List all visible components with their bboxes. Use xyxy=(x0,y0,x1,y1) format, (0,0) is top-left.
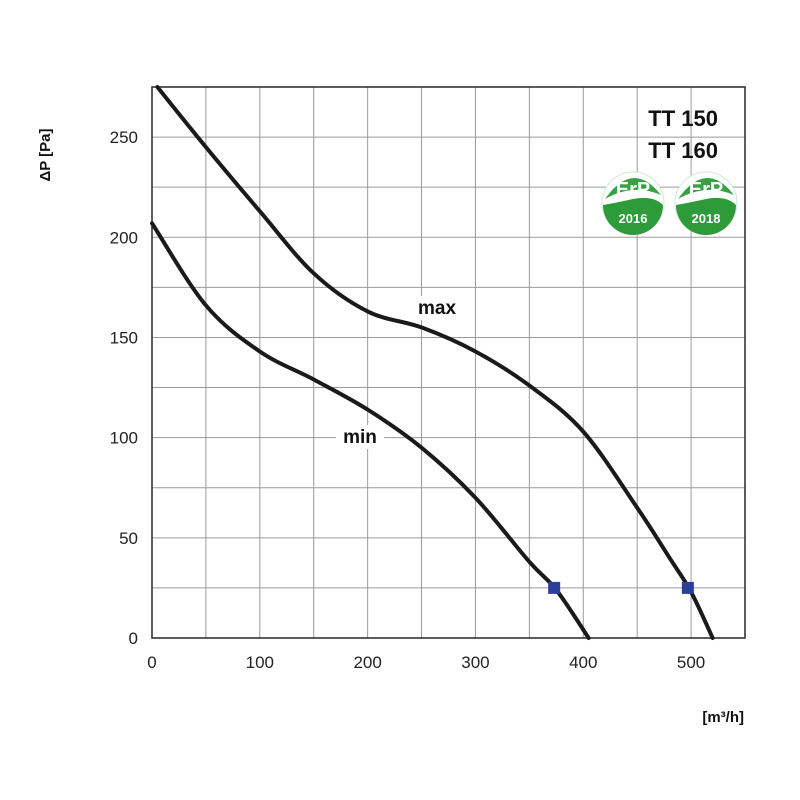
marker-max xyxy=(681,581,694,594)
badge-leaf xyxy=(603,197,663,235)
x-tick-label: 500 xyxy=(677,653,705,672)
x-tick-label: 0 xyxy=(147,653,156,672)
curve-labels: max min xyxy=(336,296,461,449)
erp-badges: ErP 2016 ErP 2018 xyxy=(601,171,738,235)
badge-erp-text: ErP xyxy=(616,179,650,201)
curve-label-min: min xyxy=(343,427,377,448)
x-tick-label: 100 xyxy=(246,653,274,672)
x-tick-label: 200 xyxy=(353,653,381,672)
curve-min xyxy=(150,221,591,640)
badge-year-text: 2016 xyxy=(619,211,648,226)
y-tick-label: 250 xyxy=(110,128,138,147)
y-tick-labels: 0 50 100 150 200 250 xyxy=(110,128,138,648)
curve-markers xyxy=(548,581,694,594)
x-tick-labels: 0 100 200 300 400 500 xyxy=(147,653,705,672)
badge-top xyxy=(678,177,734,199)
curve-label-max: max xyxy=(418,298,456,319)
erp-badge-2016: ErP 2016 xyxy=(601,171,665,235)
plot-area-border xyxy=(151,86,746,639)
y-tick-label: 200 xyxy=(110,228,138,247)
erp-badge-2018: ErP 2018 xyxy=(674,171,738,235)
curve-max xyxy=(155,85,715,640)
curve-label-background xyxy=(336,425,384,449)
y-tick-label: 150 xyxy=(110,328,138,347)
curve-label-background xyxy=(413,296,461,320)
x-axis-title: [m³/h] xyxy=(702,709,744,726)
y-axis-title: ΔP [Pa] xyxy=(37,128,54,181)
marker-min xyxy=(548,581,561,594)
model-label-tt160: TT 160 xyxy=(648,138,718,163)
grid-lines xyxy=(152,87,745,638)
curves xyxy=(150,85,715,640)
badge-year-text: 2018 xyxy=(692,211,721,226)
y-tick-label: 100 xyxy=(110,429,138,448)
y-tick-label: 50 xyxy=(119,529,138,548)
plot-border xyxy=(151,86,746,639)
badge-erp-text: ErP xyxy=(689,179,723,201)
badge-top xyxy=(605,177,661,199)
y-tick-label: 0 xyxy=(129,629,138,648)
model-label-tt150: TT 150 xyxy=(648,106,718,131)
x-tick-label: 400 xyxy=(569,653,597,672)
x-tick-label: 300 xyxy=(461,653,489,672)
badge-leaf xyxy=(676,197,736,235)
